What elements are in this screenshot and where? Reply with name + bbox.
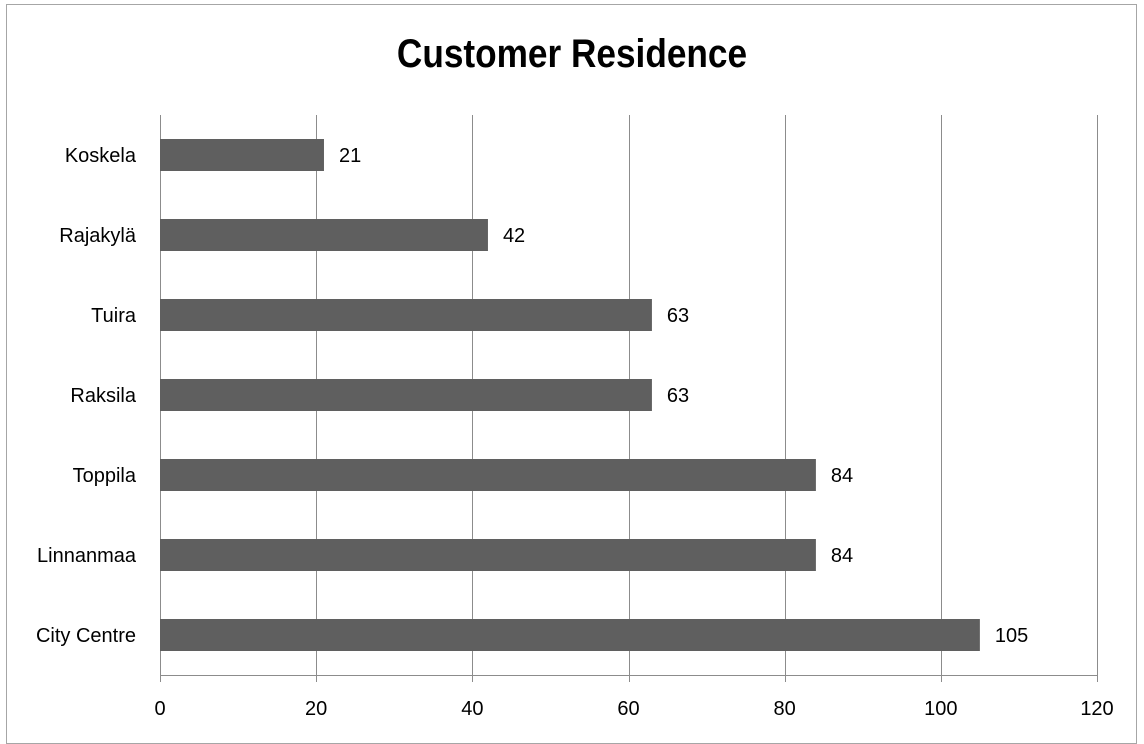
- bar-raksila: [160, 379, 652, 411]
- data-label: 42: [503, 225, 525, 247]
- data-label: 84: [831, 545, 853, 567]
- data-label: 63: [667, 305, 689, 327]
- data-label: 84: [831, 465, 853, 487]
- x-tick-label: 20: [305, 698, 327, 720]
- bar-tuira: [160, 299, 652, 331]
- x-tick-label: 40: [461, 698, 483, 720]
- category-label: Linnanmaa: [37, 545, 137, 567]
- x-tick-label: 60: [617, 698, 639, 720]
- x-tick-label: 100: [924, 698, 957, 720]
- category-label: Raksila: [70, 385, 136, 407]
- bar-toppila: [160, 459, 816, 491]
- bar-linnanmaa: [160, 539, 816, 571]
- x-tick-label: 0: [154, 698, 165, 720]
- category-label: City Centre: [36, 625, 136, 647]
- bar-city-centre: [160, 619, 980, 651]
- data-label: 21: [339, 145, 361, 167]
- category-label: Tuira: [91, 305, 137, 327]
- x-tick-label: 80: [774, 698, 796, 720]
- chart-title: Customer Residence: [396, 32, 748, 76]
- bar-rajakyl-: [160, 219, 488, 251]
- category-label: Koskela: [65, 145, 137, 167]
- bar-koskela: [160, 139, 324, 171]
- data-label: 105: [995, 625, 1028, 647]
- data-label: 63: [667, 385, 689, 407]
- category-label: Toppila: [73, 465, 137, 487]
- category-label: Rajakylä: [59, 225, 137, 247]
- x-tick-label: 120: [1080, 698, 1113, 720]
